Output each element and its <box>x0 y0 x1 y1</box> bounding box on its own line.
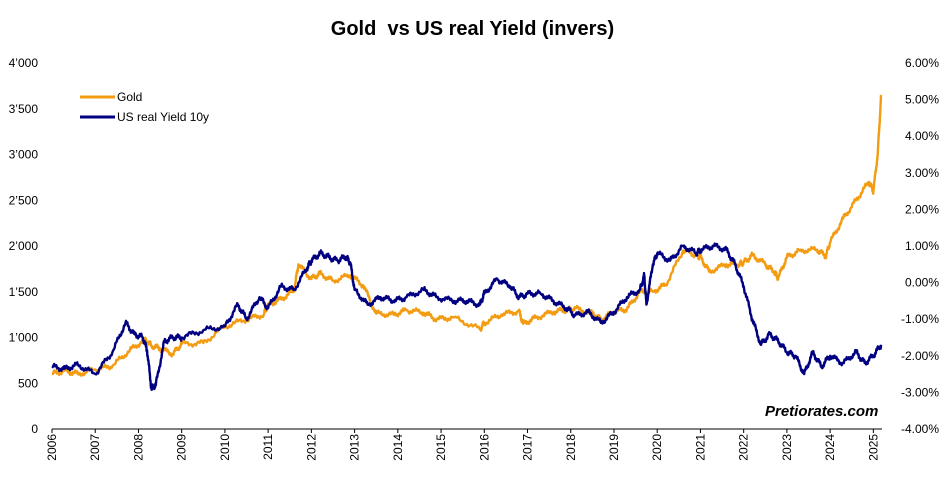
x-tick-label: 2011 <box>261 434 275 460</box>
x-tick-label: 2017 <box>521 434 535 461</box>
right-tick-label: -1.00% <box>901 312 939 326</box>
chart-title: Gold vs US real Yield (invers) <box>330 18 615 40</box>
right-tick-label: -4.00% <box>901 422 939 436</box>
x-tick-label: 2024 <box>823 434 837 461</box>
right-tick-label: 0.00% <box>905 276 939 290</box>
right-tick-label: 2.00% <box>905 202 939 216</box>
right-tick-label: 4.00% <box>905 129 939 143</box>
left-tick-label: 3’000 <box>9 148 39 162</box>
right-tick-label: -3.00% <box>901 385 939 399</box>
left-tick-label: 500 <box>18 376 38 390</box>
x-tick-label: 2022 <box>737 434 751 461</box>
right-tick-label: 6.00% <box>905 56 939 70</box>
plot-area <box>51 94 883 391</box>
right-tick-label: 5.00% <box>905 93 939 107</box>
x-tick-label: 2012 <box>304 434 318 461</box>
x-tick-label: 2008 <box>131 434 145 461</box>
right-tick-label: 1.00% <box>905 239 939 253</box>
x-tick-label: 2025 <box>866 434 880 461</box>
left-axis: 0 500 1’000 1’500 2’000 2’500 3’000 3’500 4’000 <box>9 56 39 436</box>
x-tick-label: 2021 <box>693 434 707 461</box>
left-tick-label: 3’500 <box>9 102 39 116</box>
legend-label-gold: Gold <box>117 90 142 104</box>
x-tick-label: 2010 <box>218 434 232 461</box>
legend-label-us-real-yield: US real Yield 10y <box>117 110 209 124</box>
x-tick-label: 2006 <box>45 434 59 461</box>
left-tick-label: 4’000 <box>9 56 39 70</box>
left-tick-label: 0 <box>31 422 38 436</box>
left-tick-label: 1’500 <box>9 285 39 299</box>
left-tick-label: 2’000 <box>9 239 39 253</box>
x-tick-label: 2019 <box>607 434 621 461</box>
x-axis: 2006 2007 2008 2009 2010 2011 2012 2013 2014 2015… <box>45 429 880 461</box>
watermark-annotation: Pretiorates.com <box>765 403 878 420</box>
x-tick-label: 2015 <box>434 434 448 461</box>
series-line-gold <box>51 94 883 377</box>
right-tick-label: 3.00% <box>905 166 939 180</box>
x-tick-label: 2023 <box>780 434 794 461</box>
x-tick-label: 2013 <box>348 434 362 461</box>
x-tick-label: 2016 <box>477 434 491 461</box>
series-line-us-real-yield <box>51 242 883 391</box>
legend: Gold US real Yield 10y <box>80 90 209 124</box>
x-tick-label: 2020 <box>650 434 664 461</box>
x-tick-label: 2009 <box>175 434 189 461</box>
x-tick-label: 2014 <box>391 434 405 461</box>
x-tick-label: 2007 <box>88 434 102 461</box>
left-tick-label: 2’500 <box>9 193 39 207</box>
right-tick-label: -2.00% <box>901 349 939 363</box>
left-tick-label: 1’000 <box>9 331 39 345</box>
right-axis: -4.00% -3.00% -2.00% -1.00% 0.00% 1.00% 2.00% 3… <box>901 56 939 436</box>
x-tick-label: 2018 <box>564 434 578 461</box>
